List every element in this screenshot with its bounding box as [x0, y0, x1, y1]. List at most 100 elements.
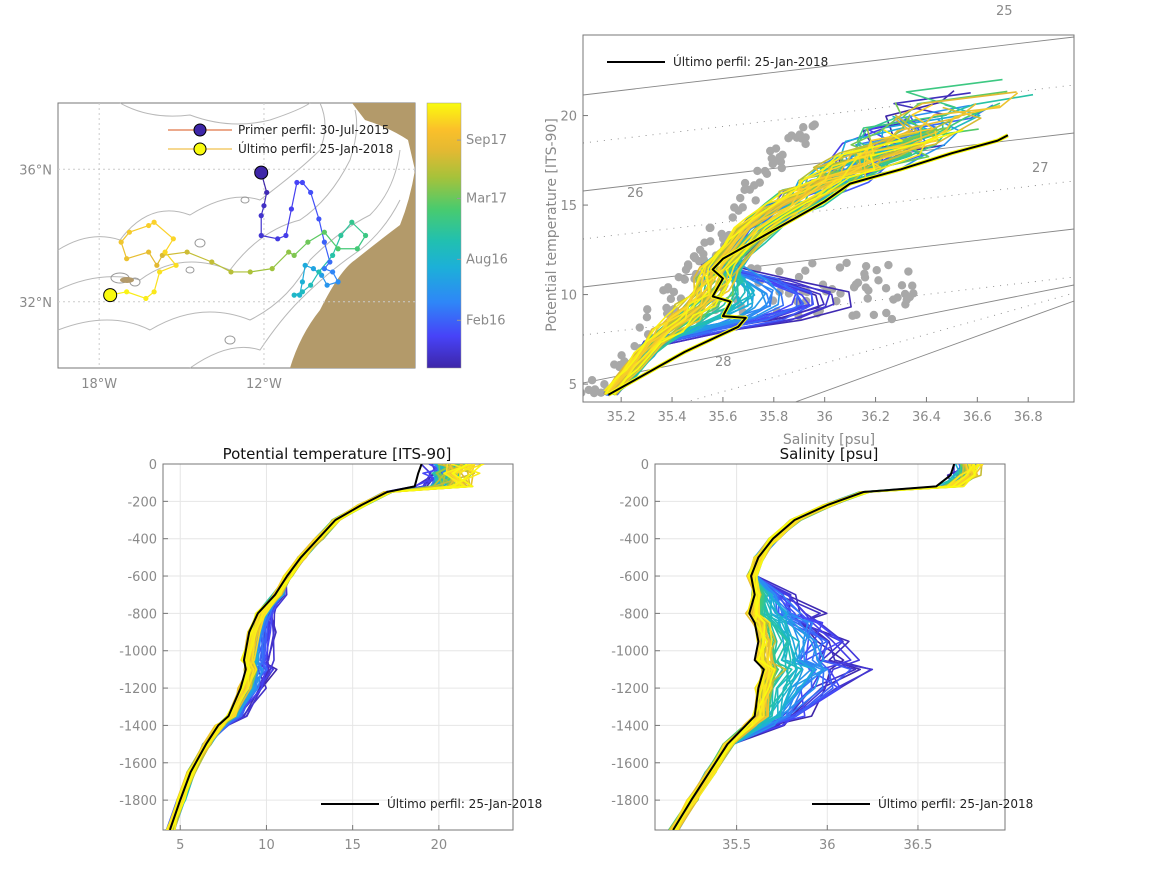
profile-line [170, 464, 471, 830]
ytick-label: -200 [619, 495, 649, 510]
xtick-label: 15 [344, 838, 361, 853]
profile-line [171, 464, 456, 830]
profile-line [171, 464, 459, 830]
track-point [258, 213, 264, 219]
last-profile-line [607, 134, 1009, 396]
profile-line [169, 464, 471, 830]
profile-line [671, 464, 976, 830]
climatology-point [881, 284, 891, 293]
legend-label-first: Primer perfil: 30-Jul-2015 [238, 123, 389, 137]
track-segment [164, 238, 174, 253]
profile-line [165, 464, 481, 830]
track-point [162, 249, 168, 255]
colorbar [426, 102, 462, 369]
island-contour [240, 196, 250, 204]
ytick-label: -1800 [119, 794, 157, 809]
track-segment [162, 251, 188, 256]
track-segment [261, 234, 278, 240]
profile-line [670, 464, 975, 830]
profile-line [676, 464, 969, 830]
profile-line [170, 464, 474, 830]
track-segment [310, 192, 320, 220]
profile-line [674, 464, 980, 830]
profile-line [170, 464, 474, 830]
profile-line [170, 464, 461, 830]
profile-line [672, 464, 975, 830]
track-point [321, 266, 327, 272]
profile-line [172, 464, 458, 830]
bathymetry-contour [119, 102, 311, 125]
track-point [321, 239, 327, 245]
xtick-label: 35.4 [658, 410, 687, 425]
profile-line [677, 464, 969, 830]
profile-line [167, 464, 459, 830]
last-profile-marker [103, 288, 118, 303]
track-point [324, 282, 330, 288]
track-segment [129, 224, 149, 233]
climatology-point [666, 294, 676, 304]
xtick-label: 35.2 [607, 410, 636, 425]
axes-frame [162, 463, 514, 831]
climatology-point [770, 157, 779, 166]
track-point [118, 239, 124, 245]
climatology-point [795, 130, 805, 139]
profile-line [173, 464, 455, 830]
track-point [146, 222, 152, 229]
legend-marker-last [193, 142, 207, 156]
track-point [151, 289, 157, 295]
xtick-label: 35.6 [708, 410, 737, 425]
bathymetry-contour [57, 102, 326, 251]
profile-line [173, 464, 460, 830]
profile-line [170, 464, 448, 830]
profile-line [165, 464, 457, 830]
track-segment [126, 251, 149, 260]
ytick-label: -1800 [611, 794, 649, 809]
track-segment [250, 268, 273, 273]
track-point [151, 219, 157, 225]
track-point [308, 189, 314, 196]
profile-line [673, 464, 973, 830]
climatology-point [908, 281, 917, 290]
ts-diagram: 35.2 35.4 35.6 35.8 36 36.2 36.4 36.6 36.8 5 10 15 2… [560, 4, 1075, 425]
climatology-point [680, 275, 689, 284]
legend-label: Último perfil: 25-Jan-2018 [387, 796, 542, 811]
xtick-label: 10 [258, 838, 275, 853]
track-point [291, 252, 297, 258]
climatology-point [642, 312, 652, 322]
last-profile-line [168, 464, 423, 830]
profile-line [170, 464, 463, 830]
temperature-profile: 5 10 15 20 0 -200 -400 -600 -800 -1000 -1200 -1400 -… [119, 458, 542, 853]
ytick-label: -1200 [119, 682, 157, 697]
track-point [335, 279, 341, 285]
profile-line [172, 464, 440, 830]
profile-line [674, 464, 964, 830]
profile-line [172, 464, 447, 830]
ts-profile-line [603, 129, 903, 392]
track-point [330, 269, 336, 275]
climatology-point [584, 385, 593, 395]
profile-line [167, 464, 464, 830]
track-segment [285, 208, 293, 236]
colorbar-ticks: Feb16 Aug16 Mar17 Sep17 [457, 133, 508, 328]
track-segment [126, 291, 147, 300]
climatology-point [799, 123, 808, 132]
track-segment [307, 231, 325, 243]
profile-line [165, 464, 452, 830]
bathymetry-contour [57, 149, 401, 331]
profile-line [172, 464, 454, 830]
profile-line [167, 464, 442, 830]
trajectory-map: 18°W 12°W 32°N 36°N Primer perfil: 30-Jul-2… [19, 102, 416, 392]
track-point [247, 269, 253, 275]
profile-line [167, 464, 466, 830]
climatology-point [904, 267, 913, 276]
track-point [283, 232, 289, 239]
profile-line [165, 464, 453, 830]
xtick-label: 36 [819, 838, 836, 853]
track-point [173, 262, 179, 268]
profile-line [166, 464, 454, 830]
salinity-profile-title: Salinity [psu] [780, 445, 879, 463]
profile-line [167, 464, 466, 830]
track-point [228, 269, 234, 275]
profile-line [170, 464, 485, 830]
